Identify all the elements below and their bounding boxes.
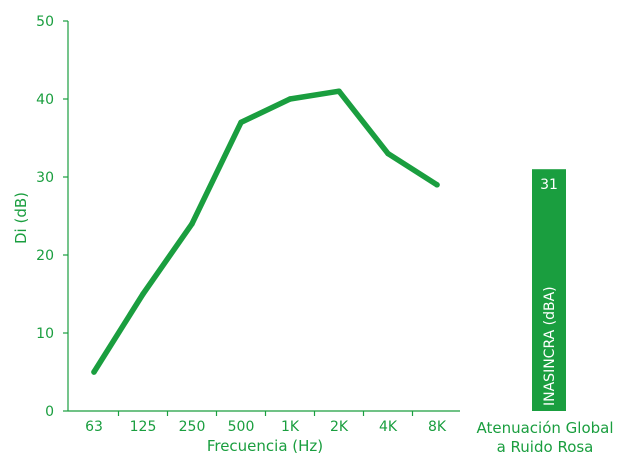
series-group	[91, 88, 440, 375]
y-tick-label: 0	[45, 404, 54, 420]
data-point	[189, 221, 195, 227]
series-line	[91, 88, 440, 375]
global-bar-caption: a Ruido Rosa	[497, 438, 594, 455]
data-point	[238, 119, 244, 126]
data-point	[434, 182, 440, 188]
data-point	[336, 88, 342, 94]
x-tick-label: 125	[130, 419, 157, 435]
global-bar-label: INASINCRA (dBA)	[542, 286, 558, 406]
x-tick-label: 8K	[428, 419, 447, 435]
y-tick-label: 20	[36, 248, 54, 264]
global-bar-value: 31	[540, 177, 558, 193]
data-point	[385, 150, 391, 157]
y-tick-label: 10	[36, 326, 54, 342]
y-tick-label: 50	[36, 14, 54, 30]
x-tick-label: 500	[228, 419, 255, 435]
x-tick-label: 250	[179, 419, 206, 435]
y-tick-label: 30	[36, 170, 54, 186]
global-bar-caption: Atenuación Global	[476, 419, 613, 437]
x-tick-label: 2K	[330, 419, 349, 435]
data-point	[140, 291, 146, 297]
data-point	[287, 96, 293, 102]
y-axis: 0 10 20 30 40 50	[36, 14, 69, 420]
x-tick-label: 1K	[281, 419, 300, 435]
x-axis: 63 125 250 500 1K 2K 4K 8K	[68, 410, 460, 435]
x-tick-label: 4K	[379, 419, 398, 435]
y-tick-label: 40	[36, 92, 54, 108]
data-point	[91, 369, 97, 375]
y-axis-title: Di (dB)	[12, 192, 30, 244]
x-axis-title: Frecuencia (Hz)	[207, 437, 323, 455]
global-bar	[532, 169, 566, 411]
x-tick-label: 63	[85, 419, 103, 435]
